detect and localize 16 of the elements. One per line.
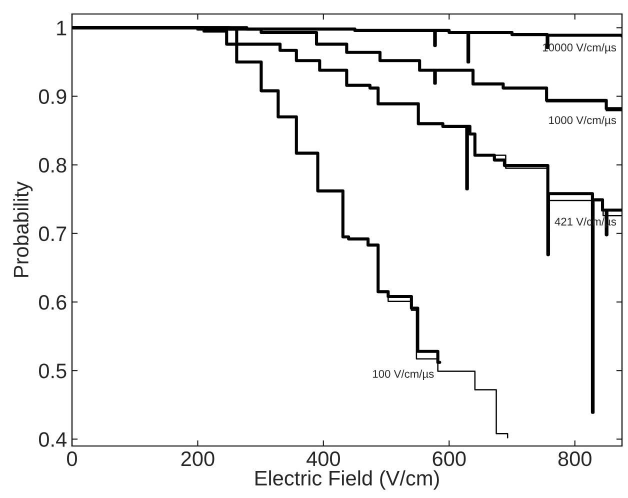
x-tick-label: 400 [306, 451, 340, 466]
y-tick-label: 0.5 [38, 364, 66, 378]
series-label: 100 V/cm/µs [373, 370, 434, 380]
x-axis-title: Electric Field (V/cm) [256, 470, 439, 490]
x-tick-label: 0 [67, 451, 77, 466]
y-tick-label: 0.4 [38, 432, 67, 447]
x-tick-label: 600 [432, 451, 466, 466]
x-tick-label: 800 [558, 451, 592, 466]
series-label: 1000 V/cm/µs [549, 116, 616, 126]
y-tick-label: 0.8 [38, 158, 66, 173]
x-tick-label: 200 [181, 451, 214, 466]
y-axis-title: Probability [13, 181, 33, 277]
y-tick-label: 0.7 [38, 226, 66, 242]
y-tick-label: 0.9 [38, 89, 66, 104]
y-tick-label: 0.6 [38, 295, 66, 310]
y-tick-label: 1 [57, 20, 66, 36]
